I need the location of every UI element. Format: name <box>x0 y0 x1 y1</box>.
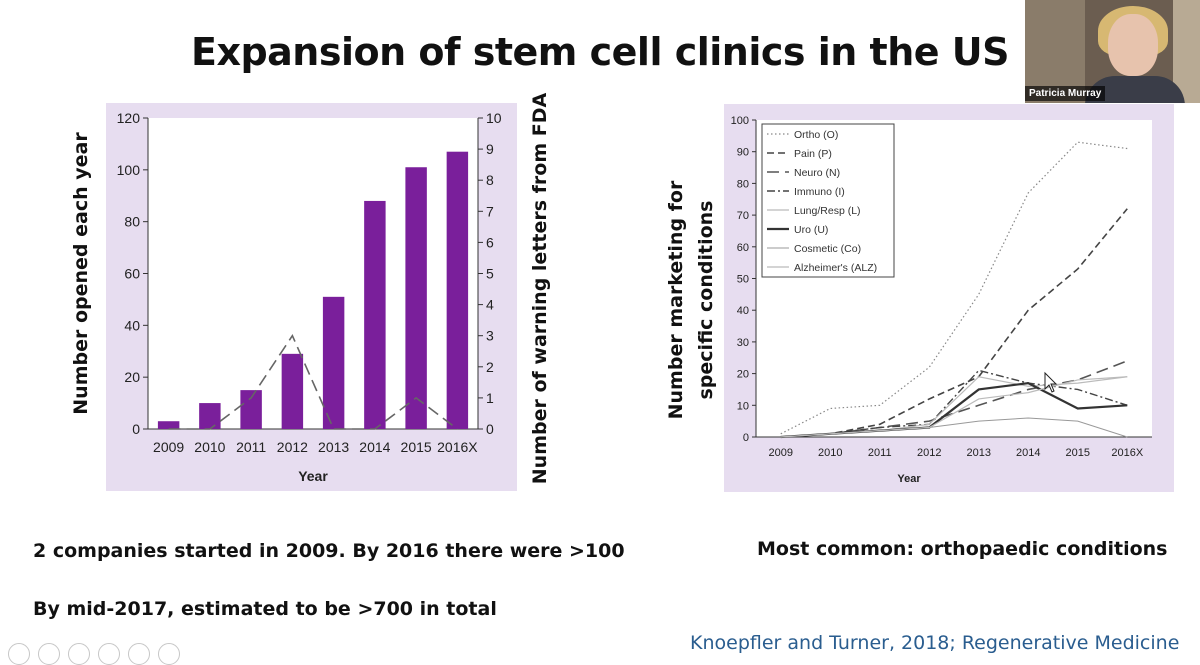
back-icon[interactable] <box>8 643 30 665</box>
caption-estimate: By mid-2017, estimated to be >700 in tot… <box>33 598 497 620</box>
left-chart: 0 20 40 60 80 100 120 0 1 2 3 4 5 6 7 8 9 10 2009 2010 2011 2… <box>70 92 551 484</box>
x-tick-label: 2016X <box>1111 447 1143 459</box>
y-tick-label: 20 <box>124 369 140 385</box>
y-tick-label: 0 <box>743 432 749 444</box>
more-icon[interactable] <box>158 643 180 665</box>
y-axis-title-right: Number of warning letters from FDA <box>529 92 551 484</box>
y-right-tick-label: 3 <box>486 328 494 344</box>
x-tick-label: 2012 <box>917 447 941 459</box>
y-tick-label: 120 <box>117 110 141 126</box>
caption-companies: 2 companies started in 2009. By 2016 the… <box>33 540 625 562</box>
x-tick-label: 2010 <box>818 447 842 459</box>
y-axis-title-left: Number opened each year <box>70 132 92 415</box>
x-axis-title: Year <box>897 473 921 485</box>
bar-2012 <box>281 353 304 429</box>
y-right-tick-label: 5 <box>486 266 494 282</box>
y-right-tick-label: 4 <box>486 297 494 313</box>
y-tick-label: 50 <box>737 274 749 286</box>
legend-entry: Lung/Resp (L) <box>794 205 861 217</box>
caption-common-conditions: Most common: orthopaedic conditions <box>757 538 1168 560</box>
mouse-cursor-icon <box>1044 371 1058 393</box>
bar-2014 <box>364 200 386 429</box>
x-tick-label: 2014 <box>1016 447 1040 459</box>
y-tick-label: 100 <box>731 115 749 127</box>
legend-box <box>761 123 895 278</box>
y-tick-label: 80 <box>737 178 749 190</box>
y-tick-label: 40 <box>737 305 749 317</box>
y-right-tick-label: 10 <box>486 110 502 126</box>
slide-title: Expansion of stem cell clinics in the US <box>190 30 1010 74</box>
participant-name: Patricia Murray <box>1025 86 1106 101</box>
pen-icon[interactable] <box>68 643 90 665</box>
participant-face <box>1108 14 1158 76</box>
y-tick-label: 100 <box>117 162 141 178</box>
legend-entry: Uro (U) <box>794 224 828 236</box>
warning-letters-line <box>168 334 458 430</box>
y-axis-title-line2: specific conditions <box>695 201 717 400</box>
search-icon[interactable] <box>128 643 150 665</box>
video-background <box>1025 0 1085 103</box>
slides-icon[interactable] <box>98 643 120 665</box>
y-tick-label: 10 <box>737 400 749 412</box>
legend-entry: Immuno (I) <box>794 186 845 198</box>
presentation-toolbar <box>0 641 200 665</box>
bar-2015 <box>405 167 427 429</box>
x-tick-label: 2009 <box>153 439 184 455</box>
bar-2009 <box>157 421 180 429</box>
y-axis-title-line1: Number marketing for <box>665 180 687 419</box>
forward-icon[interactable] <box>38 643 60 665</box>
legend-entry: Cosmetic (Co) <box>794 243 861 255</box>
y-right-tick-label: 0 <box>486 421 494 437</box>
legend-entry: Pain (P) <box>794 148 832 160</box>
y-tick-label: 0 <box>132 421 140 437</box>
x-tick-label: 2009 <box>769 447 793 459</box>
y-right-tick-label: 2 <box>486 359 494 375</box>
legend-entry: Ortho (O) <box>794 129 838 141</box>
y-tick-label: 30 <box>737 337 749 349</box>
x-tick-label: 2010 <box>194 439 225 455</box>
x-tick-label: 2011 <box>236 439 266 455</box>
y-right-tick-label: 6 <box>486 234 494 250</box>
participant-video[interactable]: Patricia Murray <box>1025 0 1200 103</box>
y-tick-label: 60 <box>737 242 749 254</box>
y-right-tick-label: 9 <box>486 141 494 157</box>
y-right-tick-label: 8 <box>486 172 494 188</box>
x-tick-label: 2015 <box>1066 447 1090 459</box>
right-chart: 0 10 20 30 40 50 60 70 80 90 100 2009 2010 2011 2012 20… <box>665 115 1152 485</box>
y-right-tick-label: 7 <box>486 203 494 219</box>
bar-2016X <box>446 151 469 430</box>
x-tick-label: 2016X <box>437 439 478 455</box>
series-line-7 <box>780 376 1128 438</box>
x-tick-label: 2011 <box>868 447 892 459</box>
x-tick-label: 2012 <box>277 439 308 455</box>
y-tick-label: 90 <box>737 147 749 159</box>
citation: Knoepfler and Turner, 2018; Regenerative… <box>690 632 1180 654</box>
bar-2010 <box>199 403 221 429</box>
y-tick-label: 60 <box>124 266 140 282</box>
y-right-tick-label: 1 <box>486 390 494 406</box>
y-tick-label: 80 <box>124 214 140 230</box>
x-tick-label: 2014 <box>359 439 390 455</box>
y-tick-label: 40 <box>124 317 140 333</box>
y-tick-label: 70 <box>737 210 749 222</box>
x-tick-label: 2015 <box>401 439 432 455</box>
bar-2011 <box>240 390 262 429</box>
x-tick-label: 2013 <box>318 439 349 455</box>
x-axis-title: Year <box>298 468 328 484</box>
bar-2013 <box>322 296 345 429</box>
y-tick-label: 20 <box>737 369 749 381</box>
legend-entry: Neuro (N) <box>794 167 840 179</box>
x-tick-label: 2013 <box>967 447 991 459</box>
legend-entry: Alzheimer's (ALZ) <box>794 262 877 274</box>
